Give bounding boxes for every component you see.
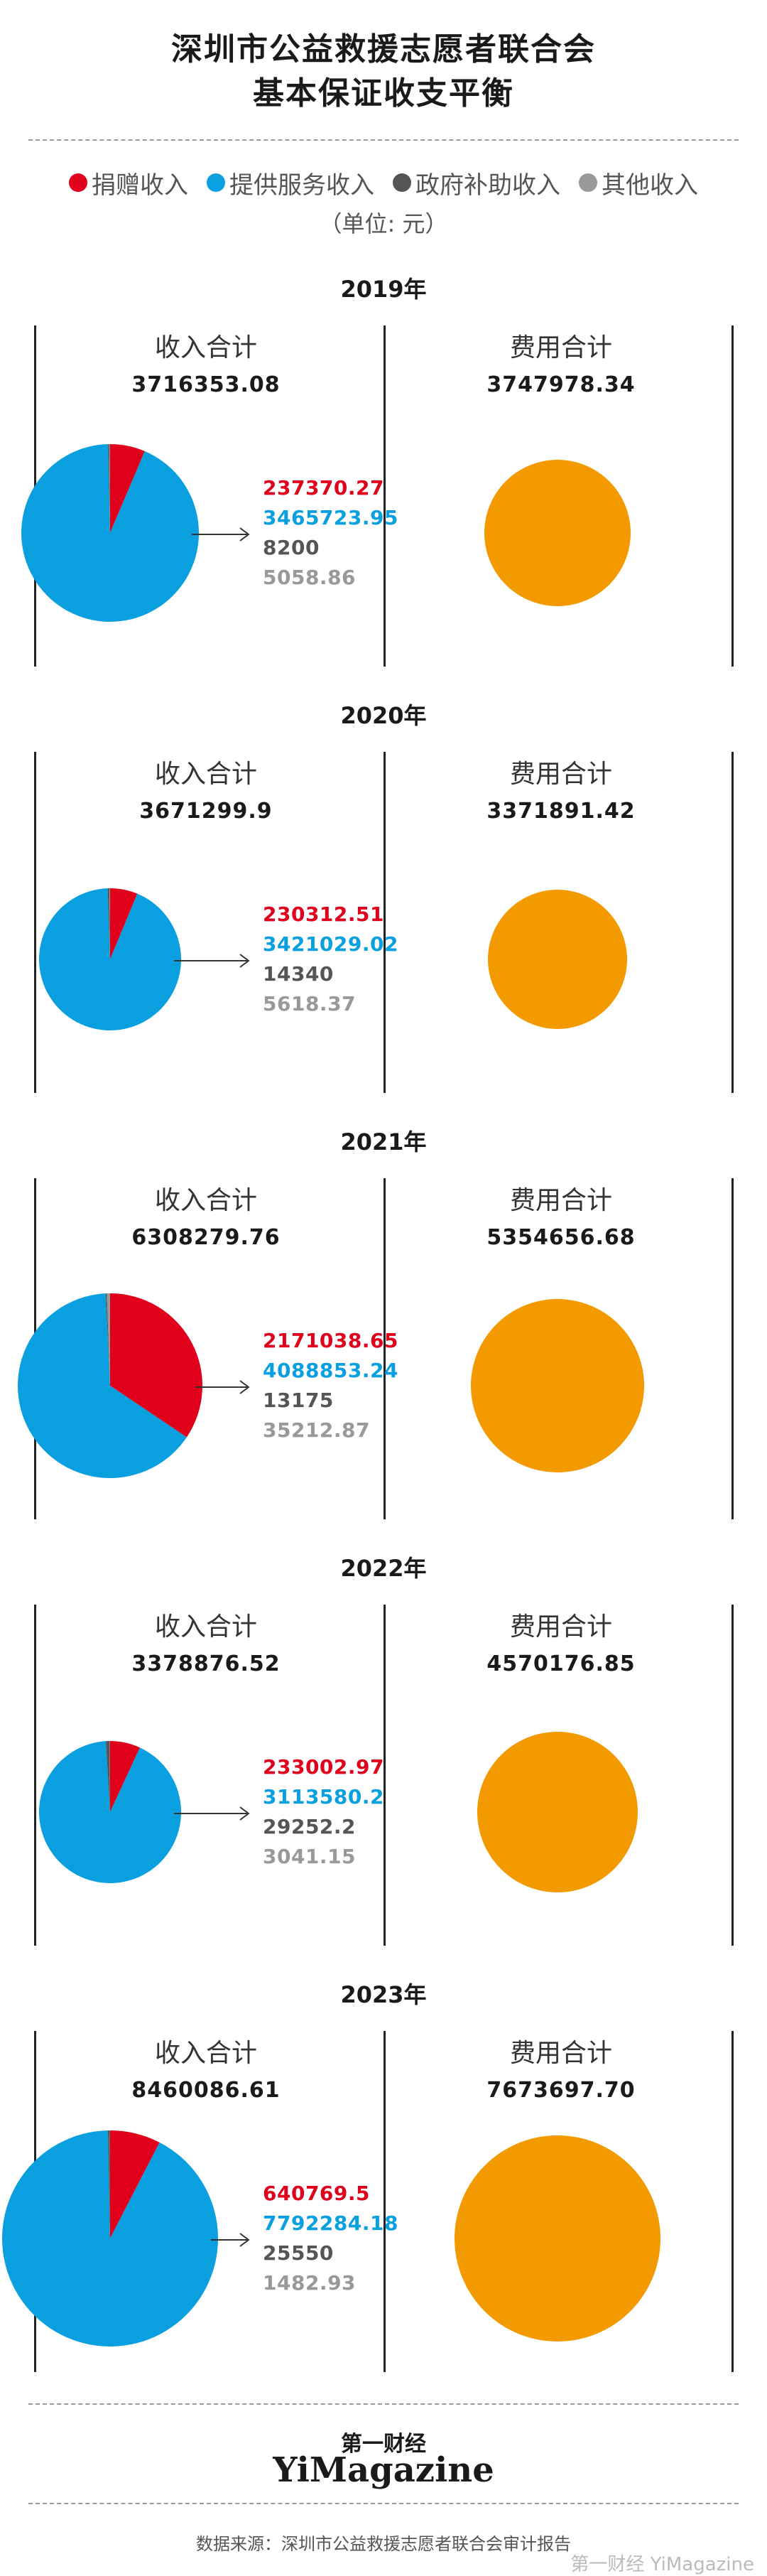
legend-label-government: 政府补助收入 (415, 166, 560, 200)
legend-dot-government (393, 173, 411, 192)
value-label-donation: 233002.97 (263, 1752, 384, 1782)
expense-circle (484, 460, 631, 606)
legend-item-donation: 捐赠收入 (69, 166, 188, 200)
legend-label-donation: 捐赠收入 (92, 166, 188, 200)
income-pie (0, 1109, 767, 1535)
legend-item-other: 其他收入 (579, 166, 698, 200)
value-label-donation: 2171038.65 (263, 1326, 398, 1356)
value-label-other: 3041.15 (263, 1842, 384, 1872)
income-pie (0, 256, 767, 682)
legend-label-service: 提供服务收入 (229, 166, 374, 200)
value-label-other: 5058.86 (263, 563, 398, 593)
value-label-government: 8200 (263, 533, 398, 563)
pointer-arrow (195, 1381, 249, 1394)
legend-label-other: 其他收入 (602, 166, 698, 200)
value-label-service: 3421029.02 (263, 929, 398, 959)
expense-circle (488, 890, 627, 1029)
value-label-service: 3465723.95 (263, 503, 398, 533)
expense-circle (471, 1299, 644, 1472)
income-pie (0, 1535, 767, 1961)
legend-dot-donation (69, 173, 87, 192)
value-label-government: 25550 (263, 2238, 398, 2268)
value-label-government: 29252.2 (263, 1812, 384, 1842)
pointer-arrow (174, 954, 249, 967)
legend-item-government: 政府补助收入 (393, 166, 560, 200)
value-label-donation: 237370.27 (263, 473, 398, 503)
watermark: 第一财经 YiMagazine (570, 2550, 754, 2576)
legend-dot-service (207, 173, 225, 192)
divider-bottom (28, 2403, 739, 2405)
brand-en: YiMagazine (0, 2450, 767, 2490)
divider-top (28, 139, 739, 141)
income-pie (0, 682, 767, 1109)
pointer-arrow (174, 1807, 249, 1820)
unit-label: （单位: 元） (0, 206, 767, 239)
value-label-service: 4088853.24 (263, 1356, 398, 1386)
legend-dot-other (579, 173, 597, 192)
value-label-service: 7792284.18 (263, 2209, 398, 2238)
value-label-other: 5618.37 (263, 989, 398, 1019)
value-label-service: 3113580.2 (263, 1782, 384, 1812)
expense-circle (455, 2135, 660, 2341)
value-label-donation: 640769.5 (263, 2179, 398, 2209)
expense-circle (477, 1732, 638, 1892)
chart-title-line1: 深圳市公益救援志愿者联合会 (0, 30, 767, 70)
pointer-arrow (192, 528, 249, 541)
income-pie (0, 1961, 767, 2388)
legend-item-service: 提供服务收入 (207, 166, 374, 200)
chart-title-line2: 基本保证收支平衡 (0, 74, 767, 114)
value-label-donation: 230312.51 (263, 900, 398, 929)
value-label-other: 1482.93 (263, 2268, 398, 2298)
value-label-government: 14340 (263, 959, 398, 989)
value-label-other: 35212.87 (263, 1416, 398, 1445)
legend: 捐赠收入 提供服务收入 政府补助收入 其他收入 (0, 165, 767, 200)
value-label-government: 13175 (263, 1386, 398, 1416)
divider-footer (28, 2503, 739, 2504)
